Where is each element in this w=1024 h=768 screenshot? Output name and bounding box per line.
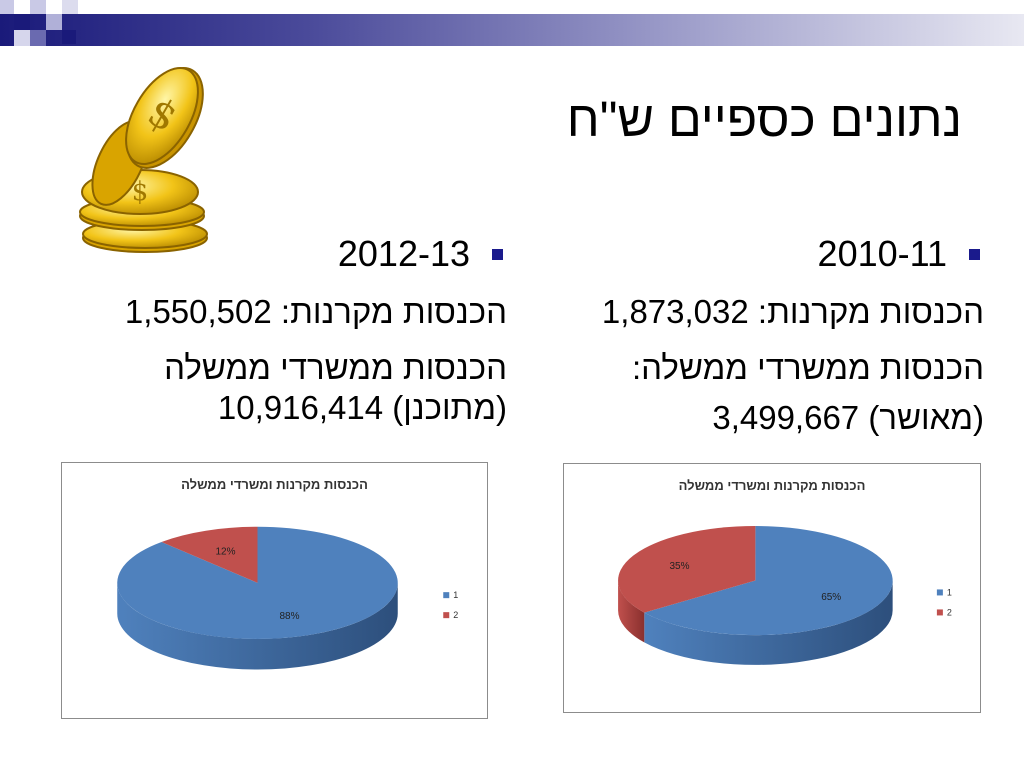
legend-entry: 2: [947, 607, 952, 617]
year-label: 2010-11: [817, 233, 947, 274]
bullet-icon: [969, 248, 980, 260]
legend-swatch: [936, 609, 943, 616]
pie-svg: הכנסות מקרנות ומשרדי ממשלה 88% 12% 1 2: [117, 477, 458, 670]
gov-income-value: (מתוכנן) 10,916,414: [217, 389, 507, 426]
pie-slice-1: [117, 526, 398, 639]
column-2010-11: 2010-11 הכנסות מקרנות: 1,873,032 הכנסות …: [524, 232, 984, 438]
decor-square: [14, 14, 30, 30]
pie-chart-2012-13: הכנסות מקרנות ומשרדי ממשלה 88% 12% 1 2: [61, 462, 488, 719]
gov-income-label: הכנסות ממשרדי ממשלה:: [631, 349, 984, 386]
decor-square: [46, 14, 62, 30]
page-title: נתונים כספיים ש"ח: [566, 91, 962, 147]
coins-icon: $ $: [79, 67, 208, 253]
pie-slice-side-2: [618, 580, 645, 643]
pie-slice-side-1: [117, 582, 398, 670]
year-heading: 2010-11: [524, 232, 984, 276]
data-label: 65%: [821, 592, 841, 603]
pie-slice-2: [161, 526, 258, 583]
funds-income: הכנסות מקרנות: 1,873,032: [601, 293, 984, 330]
year-heading: 2012-13: [37, 232, 507, 276]
bullet-icon: [492, 248, 503, 260]
decor-square: [30, 0, 46, 14]
decor-square: [62, 30, 76, 44]
data-label: 88%: [280, 611, 300, 622]
pie-svg: הכנסות מקרנות ומשרדי ממשלה 65% 35% 1 2: [618, 478, 952, 665]
legend-swatch: [443, 592, 450, 599]
pie-slice-2: [618, 526, 756, 613]
pie-slice-1: [644, 526, 893, 636]
data-label: 12%: [215, 547, 235, 558]
header-gradient-bar: [0, 14, 1024, 46]
decor-square: [0, 0, 14, 14]
decor-square: [62, 0, 78, 14]
year-label: 2012-13: [337, 233, 470, 274]
decor-square: [14, 30, 30, 46]
legend-entry: 2: [453, 610, 458, 620]
gov-income-label: הכנסות ממשרדי ממשלה: [164, 349, 507, 386]
legend-entry: 1: [947, 587, 952, 597]
chart-title: הכנסות מקרנות ומשרדי ממשלה: [181, 477, 368, 492]
chart-title: הכנסות מקרנות ומשרדי ממשלה: [679, 478, 866, 493]
pie-slice-side-1: [644, 580, 893, 665]
funds-income: הכנסות מקרנות: 1,550,502: [124, 293, 507, 330]
decor-square: [30, 30, 46, 46]
column-2012-13: 2012-13 הכנסות מקרנות: 1,550,502 הכנסות …: [37, 232, 507, 428]
svg-text:$: $: [132, 177, 149, 207]
legend-entry: 1: [453, 590, 458, 600]
pie-chart-2010-11: הכנסות מקרנות ומשרדי ממשלה 65% 35% 1 2: [563, 463, 981, 713]
data-label: 35%: [670, 561, 690, 572]
gov-income-value: (מאושר) 3,499,667: [712, 399, 984, 436]
legend-swatch: [443, 612, 450, 619]
legend-swatch: [936, 589, 943, 596]
